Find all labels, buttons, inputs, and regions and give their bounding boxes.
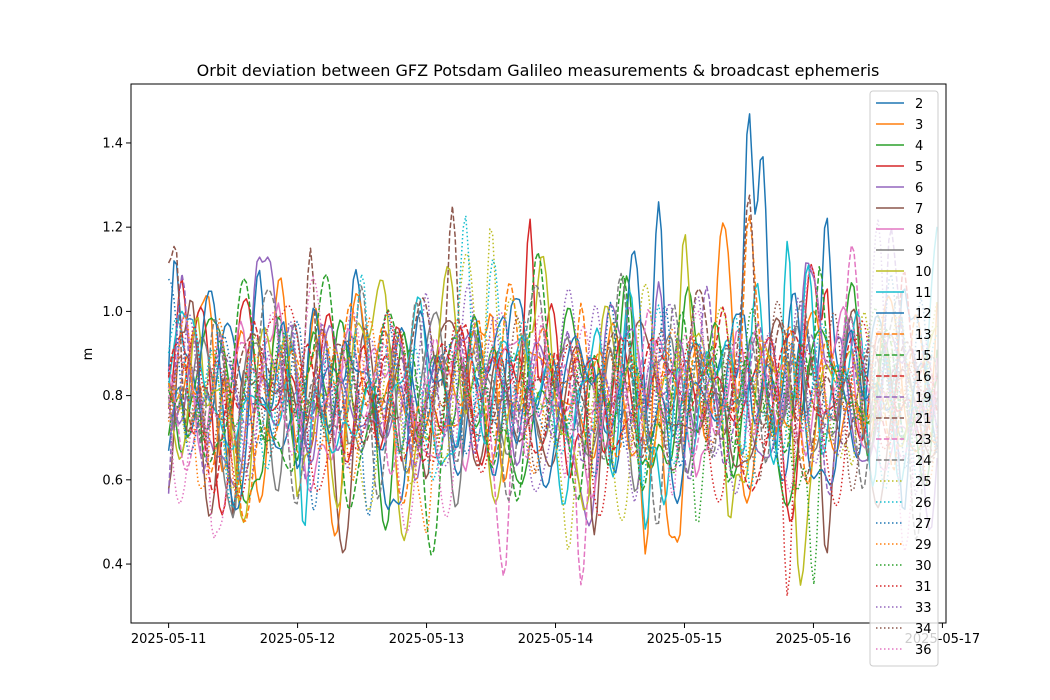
legend-label-36: 36 xyxy=(915,643,932,658)
legend-label-12: 12 xyxy=(915,307,932,322)
y-tick-label: 1.4 xyxy=(102,136,123,151)
series-line-13 xyxy=(167,215,938,523)
series-line-12 xyxy=(167,250,938,511)
legend-label-4: 4 xyxy=(915,139,923,154)
legend-label-5: 5 xyxy=(915,160,923,175)
legend-label-13: 13 xyxy=(915,328,932,343)
legend-label-8: 8 xyxy=(915,223,923,238)
legend-label-26: 26 xyxy=(915,496,932,511)
legend-label-10: 10 xyxy=(915,265,932,280)
x-tick-label: 2025-05-15 xyxy=(647,632,723,647)
legend-label-15: 15 xyxy=(915,349,932,364)
legend-label-23: 23 xyxy=(915,433,932,448)
legend-box xyxy=(869,90,939,667)
y-tick-label: 0.4 xyxy=(102,558,123,573)
series-line-34 xyxy=(167,300,938,492)
series-line-29 xyxy=(167,312,938,534)
legend-label-30: 30 xyxy=(915,559,932,574)
legend-label-3: 3 xyxy=(915,118,923,133)
y-tick-label: 0.6 xyxy=(102,473,123,488)
series-line-23 xyxy=(167,244,938,586)
legend-label-11: 11 xyxy=(915,286,932,301)
legend-label-2: 2 xyxy=(915,97,923,112)
x-tick-label: 2025-05-16 xyxy=(776,632,852,647)
series-line-36 xyxy=(167,265,938,552)
legend: 2345678910111213151619212324252627293031… xyxy=(869,90,939,667)
legend-label-33: 33 xyxy=(915,601,932,616)
axes-layer: 2025-05-11 2025-05-12 2025-05-13 2025-05-14… xyxy=(102,83,980,647)
y-tick-label: 1.0 xyxy=(102,305,123,320)
series-line-30 xyxy=(167,306,937,586)
legend-label-34: 34 xyxy=(915,622,932,637)
legend-label-16: 16 xyxy=(915,370,932,385)
series-line-26 xyxy=(167,215,938,509)
x-tick-label: 2025-05-13 xyxy=(389,632,465,647)
legend-label-19: 19 xyxy=(915,391,932,406)
series-line-31 xyxy=(167,304,938,597)
x-tick-label: 2025-05-14 xyxy=(518,632,594,647)
legend-label-25: 25 xyxy=(915,475,932,490)
legend-label-6: 6 xyxy=(915,181,923,196)
legend-label-29: 29 xyxy=(915,538,932,553)
legend-label-31: 31 xyxy=(915,580,932,595)
y-axis-label: m xyxy=(81,348,96,361)
series-layer xyxy=(167,113,938,597)
x-tick-label: 2025-05-11 xyxy=(131,632,207,647)
legend-label-21: 21 xyxy=(915,412,932,427)
legend-label-24: 24 xyxy=(915,454,932,469)
legend-label-9: 9 xyxy=(915,244,923,259)
y-tick-label: 1.2 xyxy=(102,221,123,236)
legend-label-27: 27 xyxy=(915,517,932,532)
y-tick-label: 0.8 xyxy=(102,389,123,404)
plot-frame xyxy=(130,83,947,624)
series-line-24 xyxy=(167,272,938,540)
x-tick-label: 2025-05-12 xyxy=(260,632,336,647)
legend-label-7: 7 xyxy=(915,202,923,217)
chart-title: Orbit deviation between GFZ Potsdam Gali… xyxy=(197,61,880,80)
